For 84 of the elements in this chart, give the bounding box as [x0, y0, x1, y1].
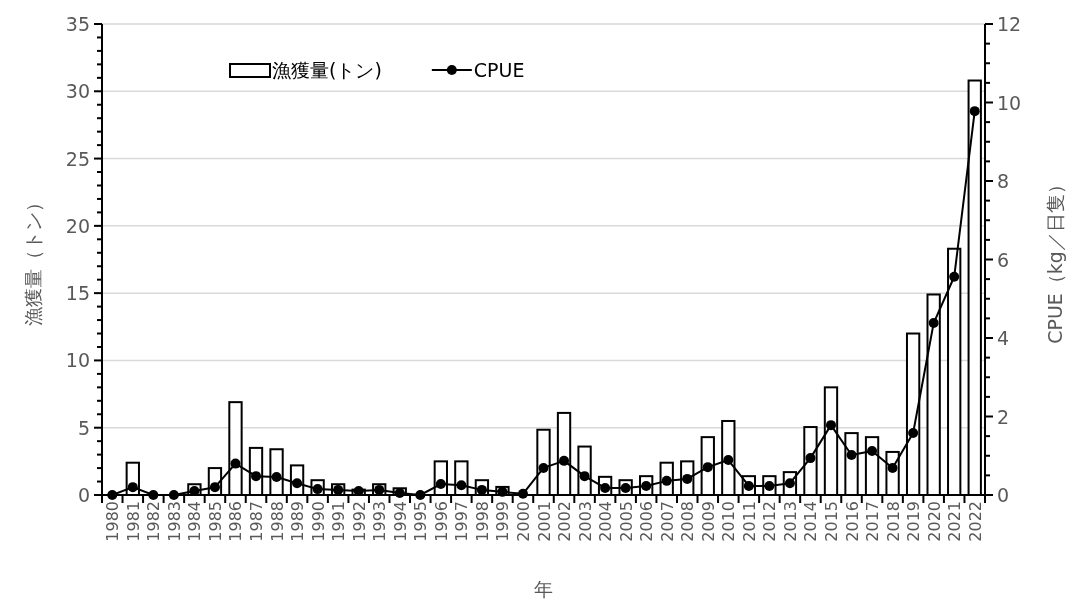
legend-label: 漁獲量(トン) [272, 59, 382, 81]
point [559, 455, 570, 466]
x-tick-label: 1983 [164, 501, 184, 542]
x-axis-title: 年 [534, 578, 553, 600]
point [456, 480, 467, 491]
x-tick-label: 2016 [842, 501, 862, 542]
x-tick-label: 2014 [801, 501, 821, 542]
x-tick-label: 1999 [493, 501, 513, 542]
point [435, 479, 446, 490]
x-tick-label: 2019 [904, 501, 924, 542]
x-tick-label: 2021 [945, 501, 965, 542]
y-tick-label: 10 [65, 349, 90, 372]
x-tick-label: 2008 [678, 501, 698, 542]
y-tick-label: 0 [77, 484, 90, 506]
x-tick-label: 2007 [657, 501, 677, 542]
point [949, 271, 960, 282]
x-tick-label: 2018 [883, 501, 903, 542]
x-tick-label: 1986 [226, 501, 246, 542]
y-tick-label: 30 [65, 80, 90, 103]
point [312, 484, 323, 495]
x-tick-label: 2017 [863, 501, 883, 542]
y-tick-label: 5 [77, 416, 90, 439]
x-tick-label: 2006 [637, 501, 657, 542]
x-tick-label: 1982 [144, 501, 164, 542]
x-tick-label: 2013 [780, 501, 800, 542]
x-tick-label: 1992 [349, 501, 369, 542]
point [230, 458, 241, 469]
x-tick-label: 1987 [247, 501, 267, 542]
x-tick-label: 1997 [452, 501, 472, 542]
y2-axis-title: CPUE（kg／日隻） [1044, 175, 1066, 344]
x-tick-label: 1988 [267, 501, 287, 542]
y2-tick-label: 2 [997, 405, 1010, 428]
x-tick-label: 1995 [411, 501, 431, 542]
x-tick-label: 2002 [555, 501, 575, 542]
x-tick-label: 2001 [534, 501, 554, 542]
x-tick-label: 1990 [308, 501, 328, 542]
y2-tick-label: 6 [997, 248, 1010, 271]
legend-label: CPUE [473, 59, 525, 81]
y-tick-label: 20 [65, 214, 90, 237]
y2-tick-label: 10 [997, 91, 1022, 114]
point [209, 482, 220, 493]
x-tick-label: 1985 [205, 501, 225, 542]
x-tick-label: 1994 [390, 501, 410, 542]
point [127, 482, 138, 493]
x-tick-label: 1996 [431, 501, 451, 542]
y-tick-label: 15 [65, 282, 90, 305]
x-tick-label: 2010 [719, 501, 739, 542]
x-tick-label: 1991 [329, 501, 349, 542]
point [825, 420, 836, 431]
point [271, 471, 282, 482]
x-tick-label: 2012 [760, 501, 780, 542]
point [723, 455, 734, 466]
x-tick-label: 1998 [472, 501, 492, 542]
point [867, 446, 878, 457]
x-tick-label: 2009 [698, 501, 718, 542]
y2-tick-label: 4 [997, 327, 1010, 349]
point [805, 453, 816, 464]
point [846, 449, 857, 460]
y-tick-label: 25 [65, 147, 90, 170]
point [538, 462, 549, 473]
x-tick-label: 1984 [185, 501, 205, 542]
y-axis-title: 漁獲量（トン） [22, 193, 44, 326]
x-tick-label: 1993 [370, 501, 390, 542]
point [251, 471, 262, 482]
x-tick-label: 1981 [123, 501, 143, 542]
x-tick-label: 2005 [616, 501, 636, 542]
x-tick-label: 1980 [103, 501, 123, 542]
point [702, 462, 713, 473]
point [969, 106, 980, 117]
y2-tick-label: 0 [997, 484, 1010, 506]
x-tick-label: 2004 [596, 501, 616, 542]
x-tick-label: 2022 [965, 501, 985, 542]
x-tick-label: 2015 [821, 501, 841, 542]
point [928, 318, 939, 329]
point [579, 471, 590, 482]
x-tick-label: 2000 [513, 501, 533, 542]
x-tick-label: 2011 [739, 501, 759, 542]
point [908, 427, 919, 438]
y2-tick-label: 8 [997, 170, 1010, 192]
y-tick-label: 35 [65, 13, 90, 35]
y2-tick-label: 12 [997, 13, 1022, 35]
x-tick-label: 1989 [288, 501, 308, 542]
x-tick-label: 2020 [924, 501, 944, 542]
x-tick-label: 2003 [575, 501, 595, 542]
